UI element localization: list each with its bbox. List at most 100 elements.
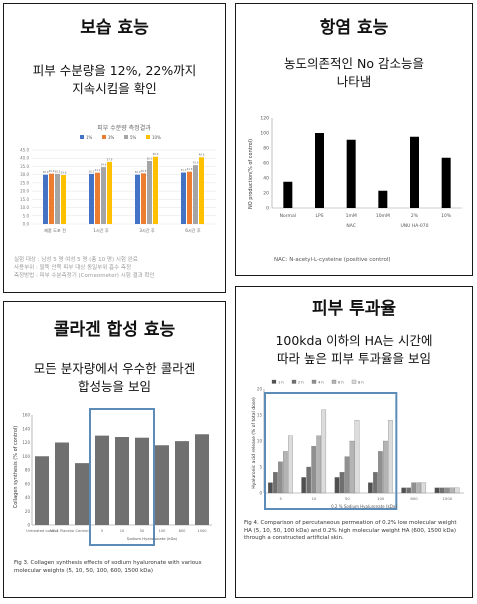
collagen-ytick: 120 bbox=[22, 440, 30, 445]
collagen-ytick: 160 bbox=[22, 413, 30, 418]
permeation-bar bbox=[416, 482, 422, 494]
moisture-data-label: 40.6 bbox=[199, 153, 205, 157]
moisture-bar bbox=[101, 167, 106, 224]
moisture-bar bbox=[181, 172, 186, 224]
moisture-chart-title: 피부 수분량 측정결과 bbox=[97, 124, 151, 132]
no-production-category-label: 2% bbox=[411, 213, 419, 219]
moisture-bar bbox=[187, 171, 192, 224]
permeation-highlight-box bbox=[264, 392, 398, 510]
moisture-ytick: 45.0 bbox=[20, 148, 29, 153]
no-production-ytick: 40 bbox=[263, 176, 269, 182]
moisture-bar bbox=[55, 173, 60, 224]
collagen-category-label: Untreated control bbox=[26, 529, 58, 533]
permeation-category-label: 50 bbox=[345, 496, 350, 501]
moisture-subtitle-line2: 지속시킴을 확인 bbox=[72, 81, 157, 96]
antiinflammatory-subtitle-line1: 농도의존적인 No 감소능을 bbox=[284, 56, 424, 71]
moisture-bar bbox=[141, 173, 146, 224]
moisture-notes: 실험 대상 : 남성 5 명 여성 5 명 (총 10 명) 시험 완료 사용부… bbox=[14, 256, 155, 280]
collagen-bar bbox=[175, 441, 189, 525]
collagen-caption: Fig 3. Collagen synthesis effects of sod… bbox=[14, 560, 202, 574]
moisture-bar bbox=[43, 174, 48, 224]
moisture-bar bbox=[49, 173, 54, 224]
collagen-ytick: 20 bbox=[25, 509, 31, 514]
permeation-category-label: 600 bbox=[410, 496, 418, 501]
collagen-bar bbox=[55, 442, 69, 525]
moisture-subtitle-line1: 피부 수분량을 12%, 22%까지 bbox=[32, 63, 197, 78]
moisture-bar bbox=[147, 161, 152, 224]
no-production-ylabel: NO production(% of control) bbox=[248, 139, 254, 209]
collagen-bar bbox=[75, 463, 89, 525]
permeation-bar bbox=[383, 440, 388, 494]
permeation-bar bbox=[339, 472, 345, 494]
collagen-bar bbox=[95, 435, 109, 525]
no-production-ytick: 60 bbox=[263, 161, 269, 167]
collagen-ytick: 140 bbox=[22, 426, 30, 431]
moisture-bar bbox=[95, 172, 100, 224]
permeation-bar bbox=[316, 435, 322, 494]
permeation-legend-label: 2 h bbox=[298, 381, 304, 385]
collagen-highlight-box bbox=[89, 408, 155, 546]
moisture-chart: 피부 수분량 측정결과 0.0 5.0 10.0 15.0 20.0 25.0 30.0 35… bbox=[20, 124, 216, 234]
moisture-ytick: 20.0 bbox=[20, 189, 29, 194]
permeation-chart: Hyaluronic acid release (% of total dose… bbox=[251, 379, 464, 510]
no-production-ytick: 80 bbox=[263, 146, 269, 152]
antiinflammatory-note: NAC: N-acetyl-L-cysteine (positive contr… bbox=[274, 257, 391, 263]
moisture-legend-swatch bbox=[102, 135, 106, 139]
moisture-bar bbox=[107, 161, 112, 224]
permeation-bar bbox=[283, 451, 288, 494]
permeation-bar bbox=[411, 482, 417, 494]
collagen-bar bbox=[195, 434, 209, 525]
moisture-legend-swatch bbox=[124, 135, 128, 139]
permeation-bar bbox=[278, 461, 283, 494]
no-production-bar bbox=[441, 157, 451, 208]
moisture-bar bbox=[89, 173, 94, 224]
permeation-category-label: 100 bbox=[377, 496, 385, 501]
no-production-bar bbox=[410, 136, 419, 208]
no-production-category-label: 10mM bbox=[376, 213, 390, 219]
no-production-category-label: 10% bbox=[441, 213, 452, 219]
collagen-bar bbox=[135, 437, 149, 525]
moisture-legend-label: 5% bbox=[130, 135, 137, 140]
permeation-legend-label: 1 h bbox=[278, 381, 284, 385]
collagen-ytick: 60 bbox=[25, 481, 31, 486]
moisture-legend-swatch bbox=[146, 135, 150, 139]
collagen-category-label: 600 bbox=[179, 529, 187, 533]
no-production-bar bbox=[378, 190, 388, 208]
collagen-bar bbox=[115, 437, 129, 525]
moisture-data-label: 31.3 bbox=[181, 168, 187, 172]
permeation-bar bbox=[268, 482, 273, 494]
moisture-ytick: 10.0 bbox=[20, 205, 29, 210]
permeation-bar bbox=[301, 477, 307, 494]
permeation-legend-swatch bbox=[291, 379, 297, 384]
moisture-ytick: 5.0 bbox=[23, 213, 30, 218]
moisture-ytick: 30.0 bbox=[20, 172, 29, 177]
permeation-bar bbox=[406, 487, 412, 494]
moisture-data-label: 30.0 bbox=[135, 170, 141, 174]
no-production-group-label: UNU HA-070 bbox=[401, 223, 429, 229]
permeation-subtitle-line2: 따라 높은 피부 투과율을 보임 bbox=[277, 351, 431, 366]
collagen-chart: Collagen synthesis (% of control) 0 20 40 6… bbox=[13, 408, 212, 546]
permeation-bar bbox=[354, 420, 360, 494]
permeation-category-label: 1500 bbox=[442, 496, 452, 501]
permeation-bar bbox=[349, 440, 355, 494]
moisture-category-label: 1시간 후 bbox=[93, 227, 109, 234]
permeation-xlabel: 0.2 % Sodium Hyaluronate (kDa) bbox=[331, 504, 397, 509]
permeation-bar bbox=[434, 487, 440, 494]
collagen-ytick: 80 bbox=[25, 468, 31, 473]
moisture-data-label: 38.3 bbox=[147, 157, 153, 161]
moisture-subtitle: 피부 수분량을 12%, 22%까지 지속시킴을 확인 bbox=[4, 62, 225, 98]
permeation-legend-label: 6 h bbox=[338, 381, 344, 385]
no-production-ytick: 20 bbox=[263, 191, 269, 197]
moisture-ytick: 40.0 bbox=[20, 156, 29, 161]
moisture-bar bbox=[199, 157, 204, 224]
moisture-legend-label: 10% bbox=[152, 135, 161, 140]
moisture-data-label: 35.8 bbox=[193, 161, 199, 165]
moisture-legend-swatch bbox=[80, 135, 84, 139]
permeation-bar bbox=[378, 451, 383, 494]
moisture-ytick: 25.0 bbox=[20, 180, 29, 185]
moisture-data-label: 34.6 bbox=[101, 163, 107, 167]
collagen-panel: 콜라겐 합성 효능 모든 분자량에서 우수한 콜라겐 합성능을 보임 Colla… bbox=[3, 301, 226, 598]
permeation-bar bbox=[368, 482, 373, 494]
moisture-data-label: 40.9 bbox=[153, 152, 159, 156]
no-production-ytick: 0 bbox=[266, 206, 269, 212]
